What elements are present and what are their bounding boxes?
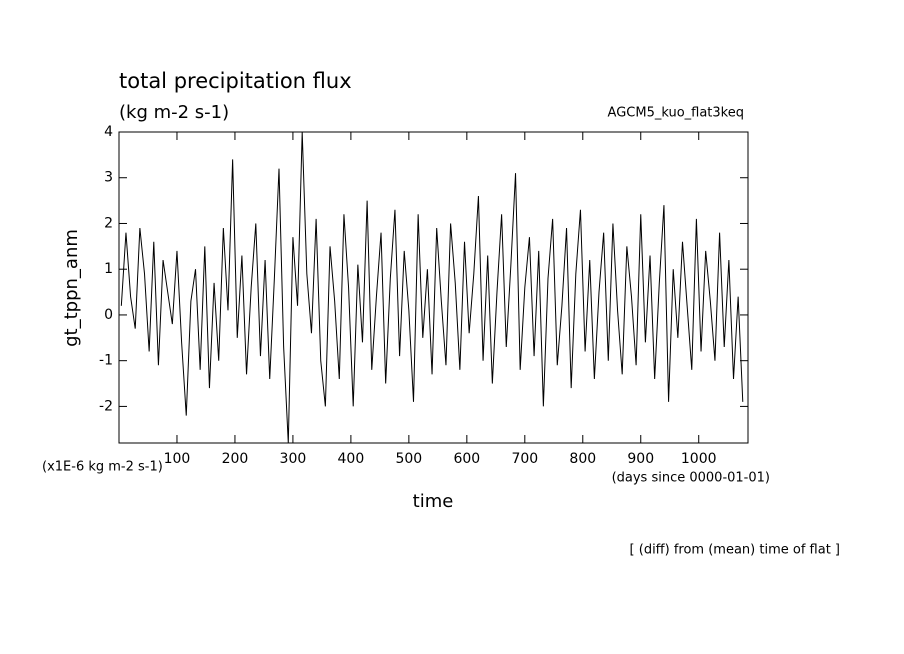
chart-subtitle: (kg m-2 s-1) [119, 102, 229, 123]
y-units: (x1E-6 kg m-2 s-1) [42, 460, 163, 475]
y-axis-label: gt_tppn_anm [61, 229, 82, 347]
x-tick-label: 800 [569, 451, 596, 467]
y-tick-label: -1 [99, 353, 113, 369]
chart-title: total precipitation flux [119, 69, 352, 93]
run-label: AGCM5_kuo_flat3keq [608, 106, 744, 121]
y-tick-label: -2 [99, 398, 113, 414]
x-tick-label: 100 [164, 451, 191, 467]
y-tick-label: 1 [104, 261, 113, 277]
x-tick-label: 400 [338, 451, 365, 467]
x-tick-label: 500 [395, 451, 422, 467]
y-tick-label: 2 [104, 215, 113, 231]
x-units: (days since 0000-01-01) [612, 471, 770, 486]
x-tick-label: 700 [511, 451, 538, 467]
y-tick-label: 3 [104, 170, 113, 186]
plot-frame [118, 131, 749, 444]
x-tick-label: 200 [222, 451, 249, 467]
x-tick-label: 1000 [681, 451, 717, 467]
note: [ (diff) from (mean) time of flat ] [630, 543, 840, 558]
x-tick-label: 300 [280, 451, 307, 467]
y-tick-label: 4 [104, 124, 113, 140]
data-line [120, 131, 744, 444]
x-tick-label: 900 [627, 451, 654, 467]
x-axis-label: time [413, 491, 454, 512]
y-tick-label: 0 [104, 307, 113, 323]
x-tick-label: 600 [453, 451, 480, 467]
